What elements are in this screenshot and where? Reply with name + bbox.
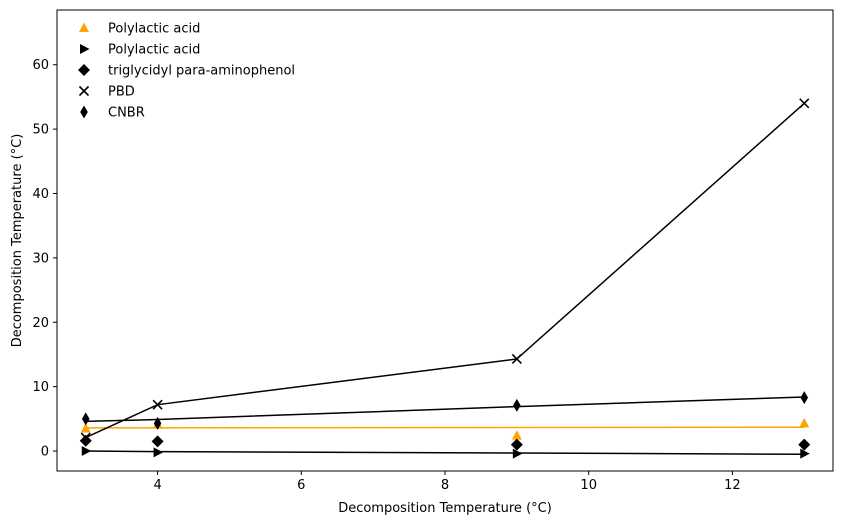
data-points xyxy=(79,98,811,459)
legend-label-5: CNBR xyxy=(108,106,145,121)
y-axis-ticks: 0 10 20 30 40 50 60 xyxy=(32,58,57,460)
series-3-point xyxy=(151,435,164,448)
series-line-1 xyxy=(85,426,805,429)
series-4-point xyxy=(511,353,522,365)
legend-label-2: Polylactic acid xyxy=(108,43,200,58)
series-4-point xyxy=(152,399,163,410)
x-tick-label: 10 xyxy=(580,478,597,493)
legend-marker-2 xyxy=(80,44,90,54)
series-2-point xyxy=(800,448,810,459)
y-tick-label: 30 xyxy=(32,251,49,266)
y-tick-label: 50 xyxy=(32,123,49,138)
y-axis-label: Decomposition Temperature (°C) xyxy=(10,134,25,348)
legend-marker-4 xyxy=(78,85,90,97)
y-tick-label: 0 xyxy=(41,445,49,460)
series-1-point xyxy=(80,423,91,433)
series-2-point xyxy=(512,448,523,459)
series-5-point xyxy=(513,398,521,412)
series-line-2 xyxy=(85,450,805,456)
series-2-point xyxy=(153,447,164,458)
y-tick-label: 40 xyxy=(32,187,49,202)
series-line-5 xyxy=(85,396,805,423)
series-5-point xyxy=(800,391,809,405)
legend-label-4: PBD xyxy=(108,85,135,100)
series-5-point xyxy=(153,416,162,430)
x-tick-label: 6 xyxy=(297,478,305,493)
series-3-point xyxy=(510,438,523,451)
legend: Polylactic acid Polylactic acid triglycidy… xyxy=(78,22,295,121)
legend-label-1: Polylactic acid xyxy=(108,22,200,37)
series-3-point xyxy=(798,438,811,451)
series-2-point xyxy=(81,446,92,457)
series-4-point xyxy=(80,432,91,443)
legend-marker-3 xyxy=(78,64,90,76)
x-axis-ticks: 4 6 8 10 12 xyxy=(153,471,741,493)
x-tick-label: 12 xyxy=(724,478,741,493)
x-tick-label: 4 xyxy=(153,478,161,493)
fit-lines xyxy=(85,102,805,456)
series-5-point xyxy=(81,412,90,426)
series-1-point xyxy=(799,417,810,428)
plot-frame xyxy=(56,9,834,472)
series-line-4 xyxy=(85,102,805,439)
series-1-point xyxy=(511,430,522,440)
series-3-point xyxy=(79,434,92,447)
legend-marker-1 xyxy=(79,22,89,32)
legend-label-3: triglycidyl para-aminophenol xyxy=(108,64,295,79)
x-tick-label: 8 xyxy=(441,478,449,493)
y-tick-label: 20 xyxy=(32,316,49,331)
series-4-point xyxy=(799,98,810,109)
y-tick-label: 60 xyxy=(32,58,49,73)
legend-marker-5 xyxy=(80,105,88,119)
x-axis-label: Decomposition Temperature (°C) xyxy=(338,501,552,516)
y-tick-label: 10 xyxy=(32,380,49,395)
